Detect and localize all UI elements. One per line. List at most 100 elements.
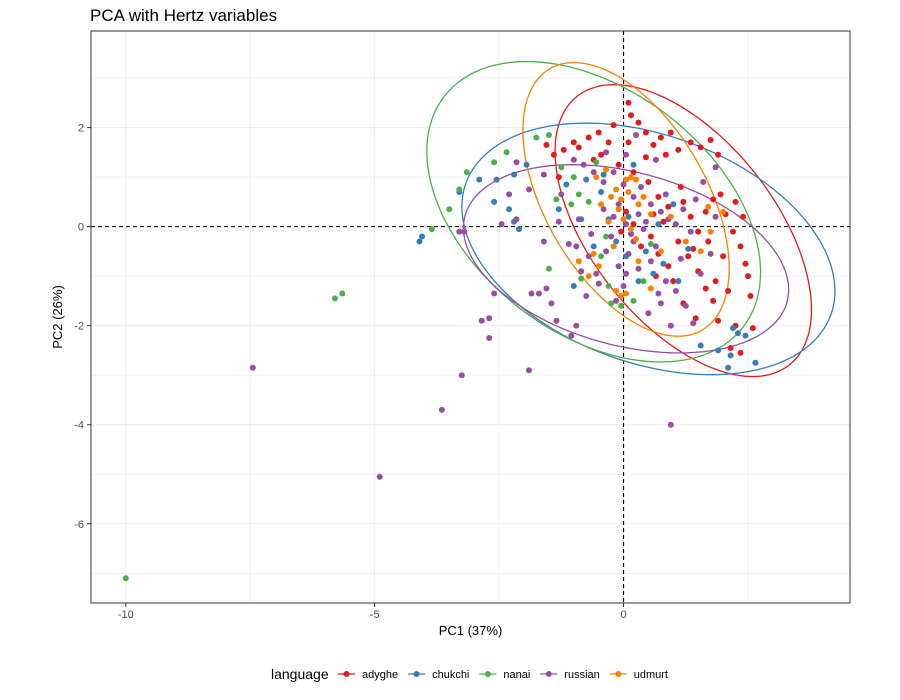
point-nanai xyxy=(608,300,615,307)
point-adyghe xyxy=(655,193,662,200)
legend-key-point-russian xyxy=(545,671,552,677)
point-chukchi xyxy=(742,332,749,339)
point-russian xyxy=(638,184,644,190)
point-nanai xyxy=(331,295,338,302)
point-russian xyxy=(623,221,629,228)
legend-label-udmurt: udmurt xyxy=(634,669,668,681)
point-russian xyxy=(438,406,445,413)
point-nanai xyxy=(647,241,654,247)
point-adyghe xyxy=(730,228,736,235)
point-russian xyxy=(610,169,617,176)
plot-panel-border xyxy=(90,30,851,604)
point-chukchi xyxy=(416,238,423,245)
x-axis-title: PC1 (37%) xyxy=(439,623,503,638)
point-adyghe xyxy=(650,141,657,148)
point-udmurt xyxy=(633,176,639,183)
point-adyghe xyxy=(745,273,751,280)
point-russian xyxy=(635,265,642,272)
point-chukchi xyxy=(476,176,483,183)
point-chukchi xyxy=(600,171,607,178)
point-russian xyxy=(513,159,520,166)
point-russian xyxy=(662,278,669,285)
legend: language adyghe chukchi nanai russian udmurt xyxy=(271,666,668,682)
point-adyghe xyxy=(695,228,702,235)
point-adyghe xyxy=(615,161,622,168)
point-russian xyxy=(712,213,719,220)
ellipse-layer xyxy=(426,60,836,378)
point-udmurt xyxy=(610,243,617,250)
y-tick-label: -2 xyxy=(74,321,84,333)
point-adyghe xyxy=(645,179,652,185)
point-russian xyxy=(700,179,707,185)
point-nanai xyxy=(428,226,435,233)
point-russian xyxy=(558,191,565,198)
legend-key-point-nanai xyxy=(484,671,491,677)
point-adyghe xyxy=(647,233,654,240)
point-adyghe xyxy=(642,154,649,161)
point-udmurt xyxy=(667,213,674,220)
point-udmurt xyxy=(613,288,620,294)
point-russian xyxy=(620,181,627,188)
point-chukchi xyxy=(523,161,530,168)
point-udmurt xyxy=(623,290,629,297)
point-russian xyxy=(647,258,654,265)
point-chukchi xyxy=(725,364,732,371)
point-adyghe xyxy=(628,112,634,119)
point-russian xyxy=(590,169,597,176)
point-russian xyxy=(630,193,637,200)
x-tick-label: 0 xyxy=(620,609,626,621)
point-adyghe xyxy=(575,144,582,151)
point-nanai xyxy=(122,575,129,582)
point-adyghe xyxy=(675,238,682,245)
point-russian xyxy=(677,255,684,262)
point-nanai xyxy=(545,265,552,272)
point-udmurt xyxy=(628,174,634,181)
point-chukchi xyxy=(715,347,722,354)
point-russian xyxy=(692,196,699,203)
point-adyghe xyxy=(662,151,669,158)
point-nanai xyxy=(503,149,510,156)
point-udmurt xyxy=(618,293,625,299)
point-chukchi xyxy=(675,278,682,285)
chart-title: PCA with Hertz variables xyxy=(90,6,277,25)
point-udmurt xyxy=(590,250,597,257)
point-adyghe xyxy=(702,285,709,292)
point-udmurt xyxy=(707,228,714,235)
point-chukchi xyxy=(598,189,605,195)
point-russian xyxy=(249,364,256,371)
point-udmurt xyxy=(720,208,727,215)
point-russian xyxy=(573,322,580,329)
point-nanai xyxy=(603,233,610,240)
point-udmurt xyxy=(603,166,610,173)
point-udmurt xyxy=(575,258,582,265)
point-nanai xyxy=(463,169,470,176)
point-udmurt xyxy=(647,285,654,292)
point-russian xyxy=(535,290,542,297)
point-chukchi xyxy=(635,278,642,285)
point-adyghe xyxy=(685,253,692,260)
point-russian xyxy=(652,156,659,163)
point-chukchi xyxy=(583,176,590,183)
point-russian xyxy=(543,285,550,292)
point-russian xyxy=(600,179,607,185)
point-adyghe xyxy=(665,263,672,270)
point-nanai xyxy=(598,253,605,260)
point-adyghe xyxy=(570,139,577,146)
point-udmurt xyxy=(585,273,592,280)
point-russian xyxy=(491,290,498,297)
y-axis-title: PC2 (26%) xyxy=(50,285,65,349)
point-udmurt xyxy=(657,248,664,255)
point-chukchi xyxy=(670,201,677,208)
point-udmurt xyxy=(705,203,712,210)
point-russian xyxy=(376,473,383,480)
point-russian xyxy=(657,300,664,307)
point-chukchi xyxy=(730,325,736,332)
point-nanai xyxy=(605,283,612,289)
point-chukchi xyxy=(613,238,620,245)
point-chukchi xyxy=(650,270,657,277)
point-russian xyxy=(526,186,532,193)
point-udmurt xyxy=(608,193,615,200)
point-russian xyxy=(553,317,560,324)
point-chukchi xyxy=(727,352,734,359)
